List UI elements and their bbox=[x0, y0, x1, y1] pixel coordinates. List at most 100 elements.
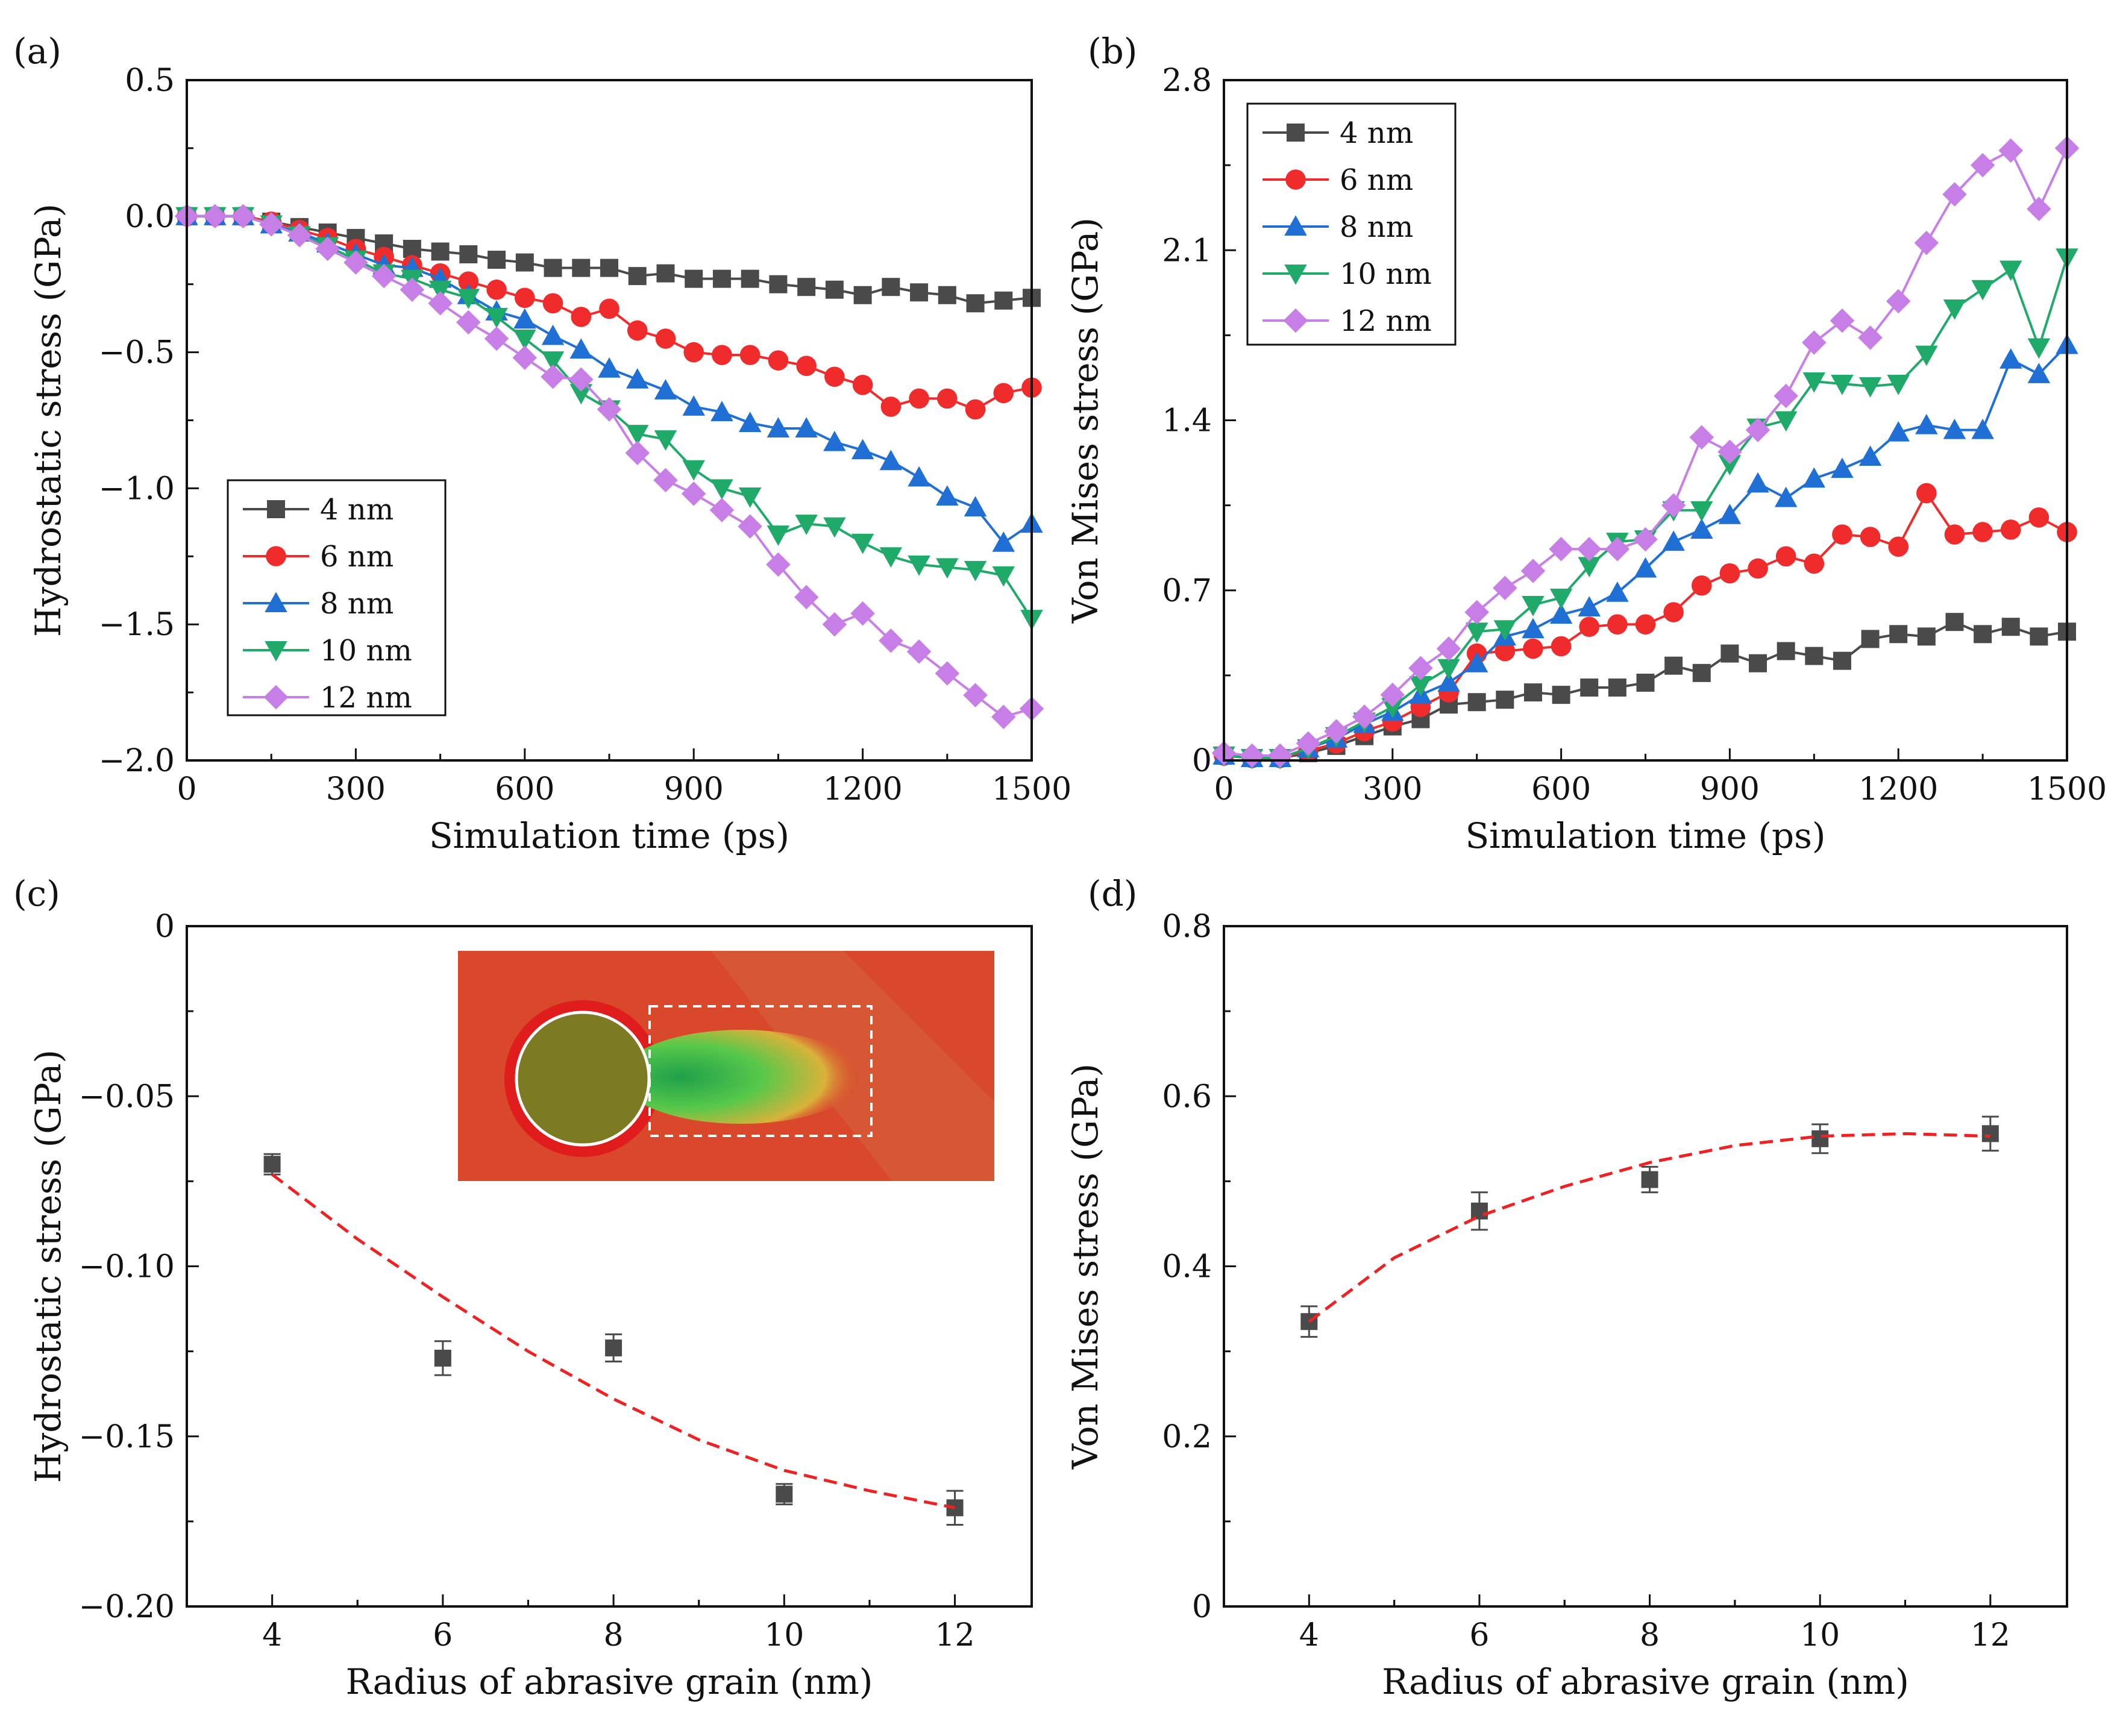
data-point bbox=[1774, 486, 1798, 507]
data-point bbox=[1465, 651, 1488, 672]
data-point bbox=[2030, 627, 2048, 646]
legend-label: 6 nm bbox=[1340, 163, 1413, 197]
data-point bbox=[1606, 581, 1629, 602]
data-point bbox=[965, 399, 986, 420]
x-tick-label: 0 bbox=[1214, 771, 1234, 807]
data-point bbox=[1943, 299, 1966, 320]
data-point bbox=[795, 417, 818, 438]
data-point bbox=[1605, 536, 1630, 562]
data-point bbox=[993, 383, 1014, 404]
data-point bbox=[1749, 654, 1767, 672]
legend-marker bbox=[1283, 308, 1308, 333]
legend-marker bbox=[266, 546, 286, 566]
y-tick-label: 0.4 bbox=[1162, 1249, 1212, 1285]
legend-label: 8 nm bbox=[320, 587, 394, 621]
data-point bbox=[1549, 588, 1573, 609]
fit-line bbox=[1308, 1132, 1990, 1323]
data-point bbox=[512, 345, 538, 370]
legend-label: 6 nm bbox=[320, 540, 394, 574]
y-tick-label: 0.2 bbox=[1162, 1419, 1212, 1455]
data-point bbox=[1552, 686, 1570, 704]
data-point bbox=[1664, 656, 1683, 675]
y-tick-label: 0.6 bbox=[1162, 1079, 1212, 1115]
data-point bbox=[1887, 421, 1910, 442]
y-tick-label: −2.0 bbox=[99, 743, 175, 779]
data-point bbox=[1408, 656, 1433, 681]
y-tick-label: 0.5 bbox=[125, 63, 175, 99]
data-point bbox=[1861, 630, 1880, 648]
data-point bbox=[287, 223, 312, 248]
x-tick-label: 6 bbox=[433, 1617, 453, 1653]
data-point bbox=[653, 468, 678, 493]
data-point bbox=[263, 1156, 281, 1173]
data-point bbox=[598, 357, 621, 378]
x-axis-label: Radius of abrasive grain (nm) bbox=[346, 1661, 873, 1702]
data-point bbox=[1811, 1130, 1829, 1147]
data-point bbox=[1580, 678, 1599, 697]
data-point bbox=[428, 280, 452, 301]
y-tick-label: 0.8 bbox=[1162, 909, 1212, 945]
data-point bbox=[851, 439, 874, 460]
data-point bbox=[1470, 1202, 1488, 1220]
data-point bbox=[400, 277, 425, 302]
data-point bbox=[1576, 536, 1602, 562]
x-tick-label: 600 bbox=[1531, 771, 1591, 807]
series-4-nm bbox=[178, 207, 1041, 313]
data-point bbox=[571, 307, 592, 327]
data-point bbox=[1746, 472, 1769, 493]
y-tick-label: 0 bbox=[1192, 743, 1212, 779]
data-point bbox=[794, 584, 819, 610]
data-point bbox=[1942, 182, 1967, 207]
data-point bbox=[1745, 418, 1771, 442]
data-point bbox=[1774, 411, 1798, 432]
data-point bbox=[1437, 659, 1460, 680]
data-point bbox=[202, 204, 227, 229]
data-point bbox=[1467, 693, 1486, 712]
data-point bbox=[459, 245, 478, 264]
data-point bbox=[1943, 418, 1966, 439]
data-point bbox=[434, 1349, 451, 1367]
data-point bbox=[1802, 372, 1826, 393]
data-point bbox=[343, 250, 368, 275]
y-tick-label: −1.0 bbox=[99, 471, 175, 507]
data-point bbox=[739, 345, 761, 365]
data-point bbox=[2000, 519, 2021, 540]
data-point bbox=[1886, 289, 1911, 314]
y-tick-label: −1.5 bbox=[99, 607, 175, 643]
data-point bbox=[879, 547, 903, 568]
data-point bbox=[1523, 638, 1543, 659]
data-point bbox=[850, 601, 875, 626]
y-tick-label: −0.05 bbox=[79, 1079, 175, 1115]
data-point bbox=[1719, 563, 1740, 584]
data-point bbox=[963, 683, 988, 707]
data-point bbox=[1970, 152, 1995, 178]
data-point bbox=[1549, 603, 1573, 624]
data-point bbox=[1437, 671, 1460, 692]
series-8-nm bbox=[175, 205, 1043, 552]
legend-marker bbox=[267, 500, 285, 518]
series-fit bbox=[1308, 1132, 1990, 1323]
data-point bbox=[879, 450, 903, 471]
data-point bbox=[797, 278, 816, 296]
data-point bbox=[1523, 683, 1542, 702]
data-point bbox=[371, 263, 397, 289]
data-point bbox=[1663, 602, 1684, 622]
data-point bbox=[1888, 536, 1909, 557]
legend-label: 10 nm bbox=[1340, 257, 1432, 291]
data-point bbox=[569, 338, 593, 359]
data-point bbox=[936, 558, 959, 579]
data-point bbox=[908, 555, 930, 576]
data-point bbox=[738, 487, 762, 508]
legend-label: 4 nm bbox=[1340, 116, 1413, 150]
data-point bbox=[2027, 363, 2051, 383]
x-tick-label: 0 bbox=[177, 771, 196, 807]
data-point bbox=[712, 345, 732, 365]
data-point bbox=[1889, 625, 1908, 644]
y-axis-label: Hydrostatic stress (GPa) bbox=[28, 1050, 69, 1483]
data-point bbox=[1690, 518, 1713, 539]
legend-marker bbox=[1284, 265, 1307, 285]
x-axis-label: Radius of abrasive grain (nm) bbox=[1382, 1661, 1909, 1702]
data-point bbox=[2027, 338, 2051, 359]
data-point bbox=[569, 384, 593, 405]
